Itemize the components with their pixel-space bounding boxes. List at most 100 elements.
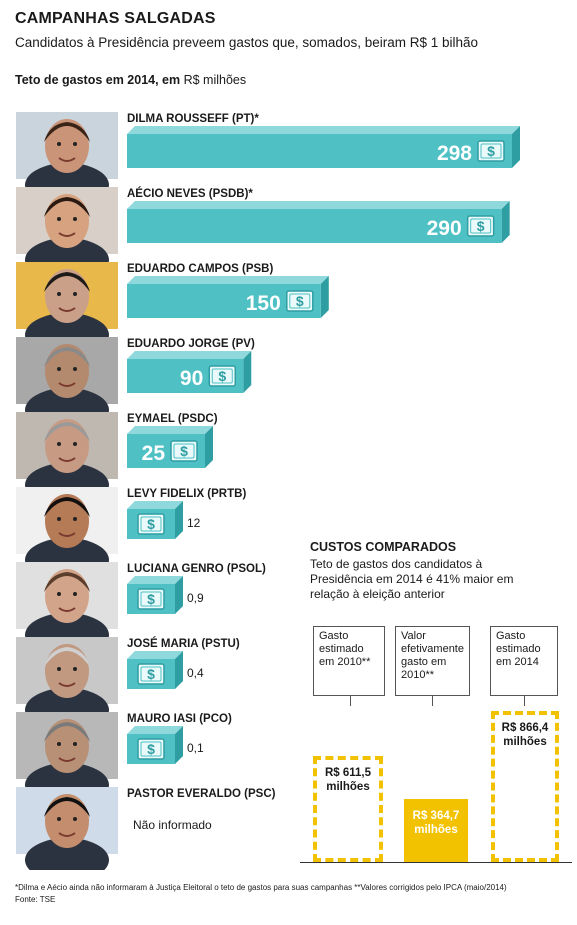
dollar-sign-glyph: $: [147, 666, 155, 682]
chart-unit-label: Teto de gastos em 2014, em R$ milhões: [15, 73, 246, 87]
candidate-photo-mouth: [58, 832, 76, 837]
money-bill-icon: [477, 140, 505, 162]
candidate-photo-shoulders: [25, 838, 109, 870]
comparison-connector-1: [350, 696, 351, 706]
comparison-label-2010-estimated: Gasto estimado em 2010**: [313, 626, 385, 696]
dollar-sign-glyph: $: [477, 218, 485, 234]
candidate-name: EDUARDO CAMPOS (PSB): [127, 263, 273, 275]
candidate-photo-face: [45, 569, 89, 623]
comparison-baseline: [300, 862, 572, 863]
value-label: 0,9: [187, 591, 204, 605]
candidate-photo-hair: [44, 422, 90, 442]
dollar-sign-glyph: $: [487, 143, 495, 159]
money-bill-inner-border: [140, 666, 162, 682]
money-bill-inner-border: [289, 293, 311, 309]
bar: [127, 134, 512, 168]
candidate-photo-eye: [73, 367, 77, 371]
candidate-photo-eye: [73, 217, 77, 221]
candidate-photo-eye: [57, 142, 61, 146]
bar-side-face: [243, 351, 252, 393]
money-bill-icon: [466, 215, 495, 237]
value-label: 0,4: [187, 666, 204, 680]
candidate-photo-eye: [73, 817, 77, 821]
candidate-photo-eye: [57, 442, 61, 446]
candidate-photo-mouth: [58, 157, 76, 162]
candidate-photo-eye: [73, 667, 77, 671]
candidate-name: LUCIANA GENRO (PSOL): [127, 563, 266, 575]
candidate-photo-eye: [57, 517, 61, 521]
value-label: 150: [246, 292, 281, 315]
candidate-name: DILMA ROUSSEFF (PT)*: [127, 113, 259, 125]
candidate-photo-mouth: [58, 757, 76, 762]
candidate-photo-mouth: [58, 232, 76, 237]
candidate-name: PASTOR EVERALDO (PSC): [127, 788, 276, 800]
footnote: *Dilma e Aécio ainda não informaram à Ju…: [15, 882, 507, 906]
bar-top-face: [127, 426, 213, 434]
money-bill-inner-border: [173, 443, 195, 459]
comparison-label-2014-estimated: Gasto estimado em 2014: [490, 626, 558, 696]
candidate-row: EDUARDO JORGE (PV) $90: [16, 337, 255, 432]
candidate-photo-face: [45, 119, 89, 173]
candidate-photo-eye: [57, 217, 61, 221]
candidate-photo-eye: [73, 442, 77, 446]
candidate-name: AÉCIO NEVES (PSDB)*: [127, 187, 253, 200]
money-bill-icon: [208, 365, 237, 387]
bar-top-face: [127, 726, 183, 734]
dollar-sign-glyph: $: [147, 591, 155, 607]
comparison-bar: [491, 711, 559, 862]
candidate-row: MAURO IASI (PCO) $ 0,1: [16, 712, 232, 807]
candidate-row: EYMAEL (PSDC) $25: [16, 412, 218, 507]
candidate-photo-eye: [73, 292, 77, 296]
candidate-photo-face: [45, 269, 89, 323]
candidate-photo-hair: [44, 347, 90, 367]
candidate-photo-mouth: [58, 457, 76, 462]
bar-top-face: [127, 576, 183, 584]
comparison-value-label: R$ 866,4 milhões: [501, 722, 549, 748]
comparison-value-label: R$ 364,7 milhões: [412, 810, 460, 836]
bar-side-face: [205, 426, 213, 468]
candidate-name: EDUARDO JORGE (PV): [127, 338, 255, 350]
candidate-photo-eye: [57, 742, 61, 746]
bar-side-face: [320, 276, 329, 318]
candidate-photo-mouth: [58, 532, 76, 537]
candidate-photo-face: [45, 794, 89, 848]
candidate-photo-face: [45, 719, 89, 773]
candidate-photo-face: [45, 344, 89, 398]
money-bill-icon: [137, 738, 165, 760]
comparison-connector-2: [432, 696, 433, 706]
dollar-sign-glyph: $: [180, 443, 188, 459]
bar-top-face: [127, 201, 510, 209]
dollar-sign-glyph: $: [218, 368, 226, 384]
candidate-photo-eye: [73, 592, 77, 596]
bar: [127, 209, 502, 243]
candidate-photo-eye: [57, 292, 61, 296]
candidate-photo-eye: [57, 667, 61, 671]
candidate-name: MAURO IASI (PCO): [127, 713, 232, 725]
money-bill-inner-border: [140, 591, 162, 607]
bar-top-face: [127, 276, 329, 284]
page-title: CAMPANHAS SALGADAS: [15, 10, 216, 27]
value-label: 0,1: [187, 741, 204, 755]
value-label: 12: [187, 516, 201, 530]
candidate-photo-hair: [44, 122, 90, 142]
unit-text: R$ milhões: [183, 73, 247, 87]
bar-side-face: [175, 651, 183, 689]
bar-top-face: [127, 126, 520, 134]
value-label: 298: [437, 142, 472, 165]
value-label: 290: [427, 217, 462, 240]
comparison-text: Teto de gastos dos candidatos à Presidên…: [310, 557, 514, 601]
bar-side-face: [512, 126, 520, 168]
candidate-photo-mouth: [58, 307, 76, 312]
money-bill-icon: [286, 290, 314, 312]
candidate-bar-chart: DILMA ROUSSEFF (PT)* $298 AÉCIO NEVES (PSD…: [16, 112, 520, 870]
candidate-photo-eye: [73, 142, 77, 146]
candidate-photo-eye: [57, 367, 61, 371]
candidate-name: EYMAEL (PSDC): [127, 413, 218, 425]
candidate-photo-eye: [57, 592, 61, 596]
money-bill-icon: [137, 663, 165, 685]
bar-top-face: [127, 501, 183, 509]
money-bill-inner-border: [470, 218, 492, 234]
comparison-title: CUSTOS COMPARADOS: [310, 540, 457, 554]
candidate-photo-eye: [73, 742, 77, 746]
candidate-photo-face: [45, 494, 89, 548]
